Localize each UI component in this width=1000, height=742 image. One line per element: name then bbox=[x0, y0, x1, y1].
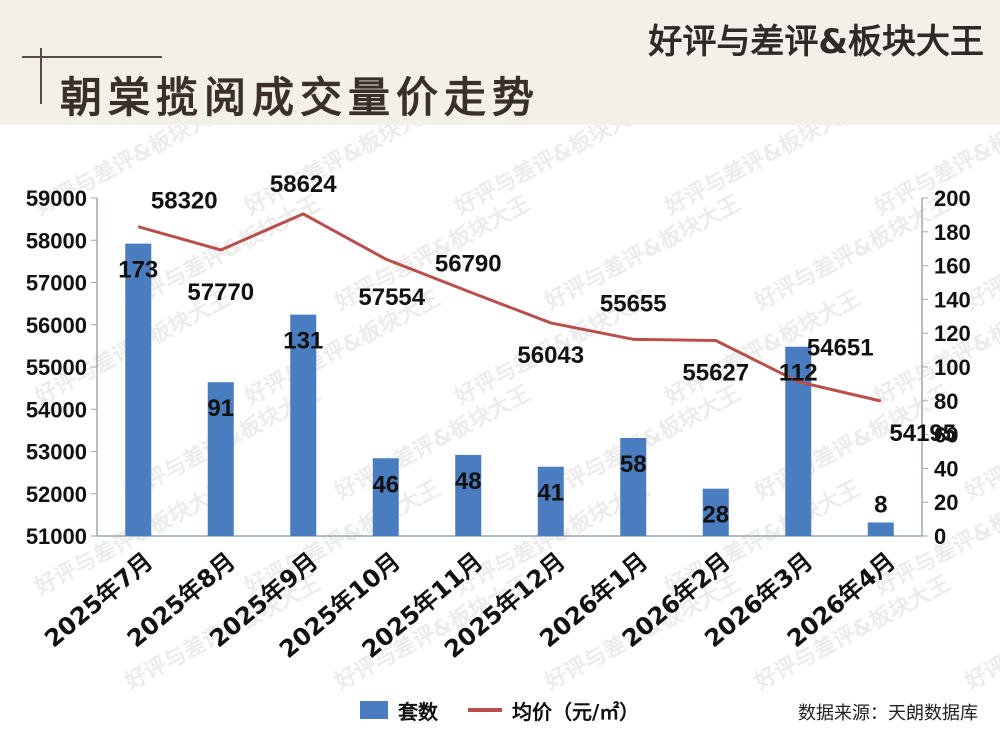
chart-panel: 好评与差评&板块大王 好评与差评&板块大王 好评与差评&板块大王 好评与差评&板块大王… bbox=[0, 125, 1000, 742]
bar bbox=[867, 522, 894, 536]
bar bbox=[455, 454, 482, 536]
left-axis-tick-label: 58000 bbox=[26, 228, 87, 253]
line-data-label: 58624 bbox=[270, 171, 337, 198]
watermark-text: 好评与差评&板块大王 bbox=[660, 125, 865, 221]
watermark-text: 好评与差评&板块大王 bbox=[450, 125, 655, 221]
bar bbox=[290, 314, 317, 536]
bar-data-label: 46 bbox=[372, 471, 399, 498]
data-label-layer: 173 91 131 46 48 41 58 28 112 8 58320 57770 58624 575… bbox=[118, 171, 956, 529]
line-point bbox=[550, 322, 552, 324]
legend-bar-label: 套数 bbox=[398, 699, 438, 724]
right-axis-tick-label: 0 bbox=[934, 524, 946, 549]
legend: 套数 均价（元/㎡） bbox=[360, 693, 639, 727]
watermark-text: 好评与差评&板块大王 bbox=[960, 380, 1000, 505]
line-data-label: 54195 bbox=[889, 420, 956, 447]
right-axis-tick-label: 120 bbox=[934, 321, 971, 346]
right-axis-tick-label: 20 bbox=[934, 490, 958, 515]
bar-data-label: 8 bbox=[874, 491, 887, 518]
line-series bbox=[137, 212, 882, 403]
line-point bbox=[797, 381, 799, 383]
header: 朝棠揽阅成交量价走势 好评与差评&板块大王 bbox=[0, 0, 1000, 125]
decorative-line-horizontal bbox=[22, 56, 162, 58]
line-series-layer bbox=[137, 212, 882, 403]
watermark-text: 好评与差评&板块大王 bbox=[960, 570, 1000, 695]
left-axis-tick-label: 59000 bbox=[26, 186, 87, 211]
left-axis-tick-label: 52000 bbox=[26, 482, 87, 507]
left-axis-tick-label: 54000 bbox=[26, 397, 87, 422]
right-axis-tick-label: 200 bbox=[934, 186, 971, 211]
page-title: 朝棠揽阅成交量价走势 bbox=[60, 73, 541, 122]
line-data-label: 55655 bbox=[600, 290, 667, 317]
line-point bbox=[467, 290, 469, 292]
bar-data-label: 28 bbox=[702, 502, 729, 529]
line-data-label: 55627 bbox=[682, 360, 749, 387]
line-data-label: 58320 bbox=[151, 188, 218, 215]
bar-data-label: 112 bbox=[779, 360, 818, 387]
legend-line-swatch bbox=[468, 708, 502, 712]
line-point bbox=[715, 340, 717, 342]
decorative-line-vertical bbox=[40, 48, 42, 104]
line-point bbox=[302, 213, 304, 215]
bar bbox=[702, 488, 729, 536]
bar bbox=[620, 437, 647, 536]
left-axis-tick-label: 57000 bbox=[26, 271, 87, 296]
left-axis-tick-label: 55000 bbox=[26, 355, 87, 380]
legend-line-label: 均价（元/㎡） bbox=[512, 699, 640, 724]
bar-data-label: 173 bbox=[118, 257, 158, 284]
right-axis-tick-label: 160 bbox=[934, 254, 971, 279]
data-source-note: 数据来源：天朗数据库 bbox=[798, 703, 978, 724]
bar-data-label: 41 bbox=[537, 480, 564, 507]
left-axis-tick-label: 53000 bbox=[26, 440, 87, 465]
line-point bbox=[880, 400, 882, 402]
line-point bbox=[632, 338, 634, 340]
line-data-label: 56790 bbox=[435, 250, 502, 277]
bar bbox=[372, 458, 399, 536]
right-axis-tick-label: 80 bbox=[934, 389, 958, 414]
line-data-label: 57770 bbox=[187, 279, 254, 306]
bar-data-label: 91 bbox=[207, 395, 234, 422]
bar-data-label: 58 bbox=[620, 451, 647, 478]
bar bbox=[207, 382, 234, 536]
brand-logo: 好评与差评&板块大王 bbox=[648, 22, 984, 62]
right-axis-tick-label: 40 bbox=[934, 456, 958, 481]
left-axis-tick-label: 51000 bbox=[26, 524, 87, 549]
left-axis-tick-label: 56000 bbox=[26, 313, 87, 338]
line-data-label: 54651 bbox=[807, 335, 874, 362]
line-data-label: 56043 bbox=[517, 342, 584, 369]
bar bbox=[537, 466, 564, 536]
legend-bar-swatch bbox=[360, 701, 388, 719]
right-axis-tick-label: 60 bbox=[934, 423, 958, 448]
combo-chart: 好评与差评&板块大王 好评与差评&板块大王 好评与差评&板块大王 好评与差评&板块大王… bbox=[26, 125, 1000, 696]
line-point bbox=[385, 258, 387, 260]
line-data-label: 57554 bbox=[358, 284, 425, 311]
bar-data-label: 48 bbox=[455, 468, 482, 495]
line-point bbox=[137, 226, 139, 228]
bar bbox=[125, 243, 152, 536]
bar-data-label: 131 bbox=[283, 328, 323, 355]
right-axis-tick-label: 180 bbox=[934, 220, 971, 245]
right-axis-tick-label: 140 bbox=[934, 287, 971, 312]
right-axis-tick-label: 100 bbox=[934, 355, 971, 380]
line-point bbox=[220, 249, 222, 251]
